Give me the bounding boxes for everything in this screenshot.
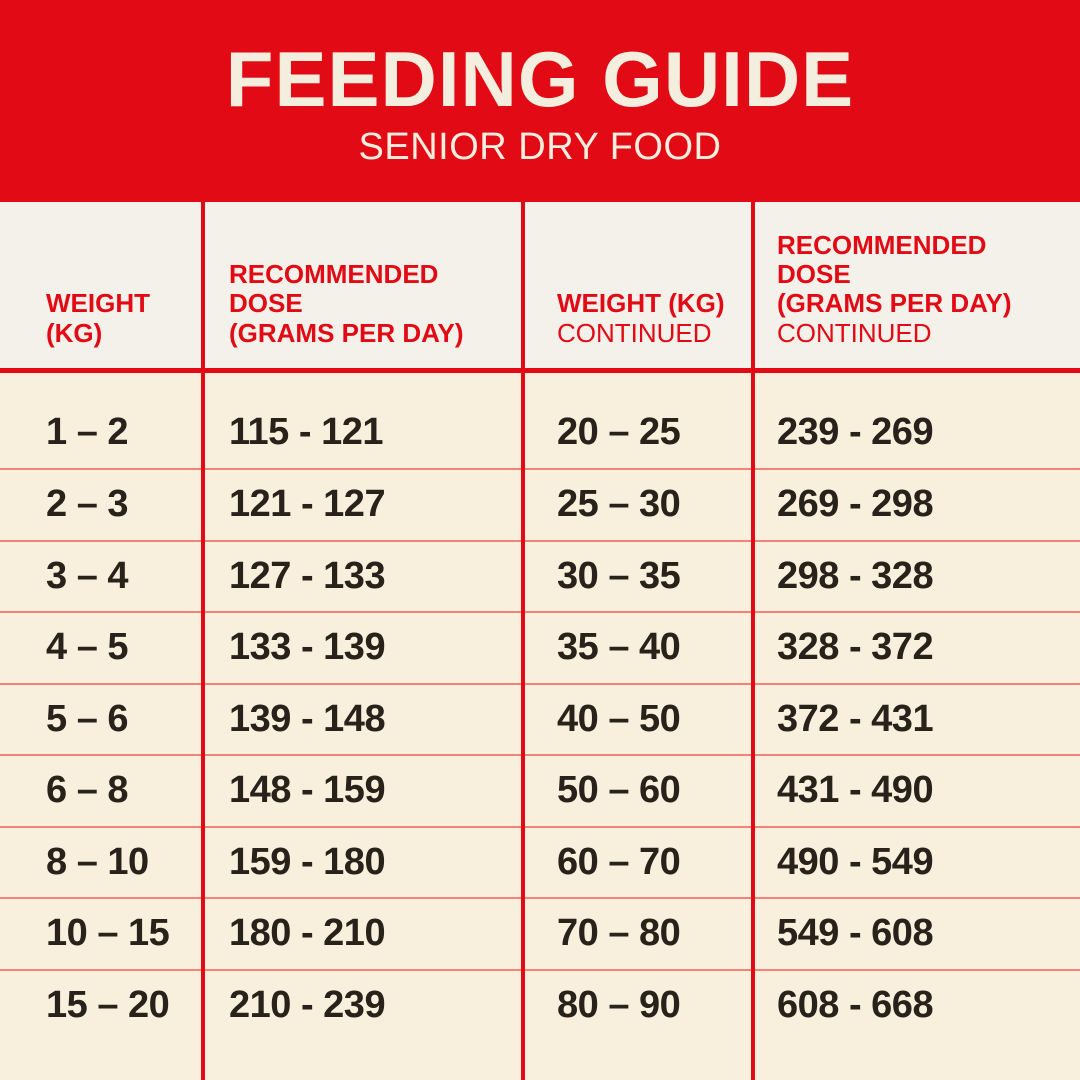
table-row: 2 – 3 121 - 127 25 – 30 269 - 298	[0, 468, 1080, 540]
dose-continued-cell: 239 - 269	[777, 410, 934, 453]
column-divider-line	[521, 202, 525, 1080]
weight-continued-cell: 80 – 90	[557, 983, 681, 1026]
column-header-weight-label: WEIGHT (KG)	[46, 288, 150, 348]
column-header-weight: WEIGHT (KG)	[0, 202, 203, 368]
weight-cell: 15 – 20	[46, 983, 170, 1026]
table-row: 5 – 6 139 - 148 40 – 50 372 - 431	[0, 682, 1080, 755]
dose-continued-cell: 549 - 608	[777, 912, 934, 955]
column-header-dose-label: RECOMMENDED DOSE (GRAMS PER DAY)	[229, 258, 464, 348]
dose-continued-cell: 328 - 372	[777, 626, 934, 669]
table-row: 6 – 8 148 - 159 50 – 60 431 - 490	[0, 754, 1080, 826]
weight-cell: 1 – 2	[46, 410, 129, 453]
table-row: 4 – 5 133 - 139 35 – 40 328 - 372	[0, 611, 1080, 683]
dose-continued-cell: 490 - 549	[777, 840, 934, 883]
dose-continued-cell: 269 - 298	[777, 483, 934, 526]
dose-cell: 180 - 210	[229, 912, 386, 955]
dose-continued-cell: 608 - 668	[777, 983, 934, 1026]
weight-cell: 2 – 3	[46, 483, 129, 526]
weight-continued-cell: 60 – 70	[557, 840, 681, 883]
feeding-table: WEIGHT (KG) RECOMMENDED DOSE (GRAMS PER …	[0, 202, 1080, 1080]
weight-cell: 10 – 15	[46, 912, 170, 955]
weight-cell: 3 – 4	[46, 554, 129, 597]
column-divider-line	[201, 202, 205, 1080]
poster-subtitle: SENIOR DRY FOOD	[358, 125, 722, 168]
table-row: 10 – 15 180 - 210 70 – 80 549 - 608	[0, 897, 1080, 969]
poster-title: FEEDING GUIDE	[225, 34, 855, 123]
column-header-weight-continued: WEIGHT (KG) CONTINUED	[523, 202, 753, 368]
dose-cell: 139 - 148	[229, 697, 386, 740]
dose-cell: 127 - 133	[229, 554, 386, 597]
column-header-dose-continued-suffix: CONTINUED	[777, 317, 932, 348]
dose-cell: 159 - 180	[229, 840, 386, 883]
weight-cell: 6 – 8	[46, 769, 129, 812]
column-header-dose-continued-label: RECOMMENDED DOSE (GRAMS PER DAY)	[777, 229, 1012, 319]
column-divider-line	[751, 202, 755, 1080]
dose-cell: 133 - 139	[229, 626, 386, 669]
weight-continued-cell: 35 – 40	[557, 626, 681, 669]
weight-continued-cell: 50 – 60	[557, 769, 681, 812]
column-header-dose: RECOMMENDED DOSE (GRAMS PER DAY)	[203, 202, 523, 368]
dose-cell: 210 - 239	[229, 983, 386, 1026]
weight-continued-cell: 25 – 30	[557, 483, 681, 526]
weight-continued-cell: 30 – 35	[557, 554, 681, 597]
dose-continued-cell: 298 - 328	[777, 554, 934, 597]
dose-cell: 115 - 121	[229, 410, 383, 453]
weight-continued-cell: 20 – 25	[557, 410, 681, 453]
column-header-dose-continued: RECOMMENDED DOSE (GRAMS PER DAY) CONTINU…	[753, 202, 1080, 368]
table-body: 1 – 2 115 - 121 20 – 25 239 - 269 2 – 3 …	[0, 373, 1080, 1040]
weight-cell: 8 – 10	[46, 840, 149, 883]
dose-continued-cell: 372 - 431	[777, 697, 934, 740]
title-banner: FEEDING GUIDE SENIOR DRY FOOD	[0, 0, 1080, 202]
column-header-weight-continued-label: WEIGHT (KG)	[557, 288, 725, 319]
table-row: 3 – 4 127 - 133 30 – 35 298 - 328	[0, 539, 1080, 612]
dose-cell: 148 - 159	[229, 769, 386, 812]
weight-continued-cell: 70 – 80	[557, 912, 681, 955]
table-row: 1 – 2 115 - 121 20 – 25 239 - 269	[0, 373, 1080, 468]
weight-cell: 4 – 5	[46, 626, 129, 669]
dose-continued-cell: 431 - 490	[777, 769, 934, 812]
table-header-row: WEIGHT (KG) RECOMMENDED DOSE (GRAMS PER …	[0, 202, 1080, 373]
table-row: 8 – 10 159 - 180 60 – 70 490 - 549	[0, 825, 1080, 898]
table-row: 15 – 20 210 - 239 80 – 90 608 - 668	[0, 968, 1080, 1041]
dose-cell: 121 - 127	[229, 483, 386, 526]
weight-continued-cell: 40 – 50	[557, 697, 681, 740]
weight-cell: 5 – 6	[46, 697, 129, 740]
column-header-weight-continued-suffix: CONTINUED	[557, 317, 712, 348]
